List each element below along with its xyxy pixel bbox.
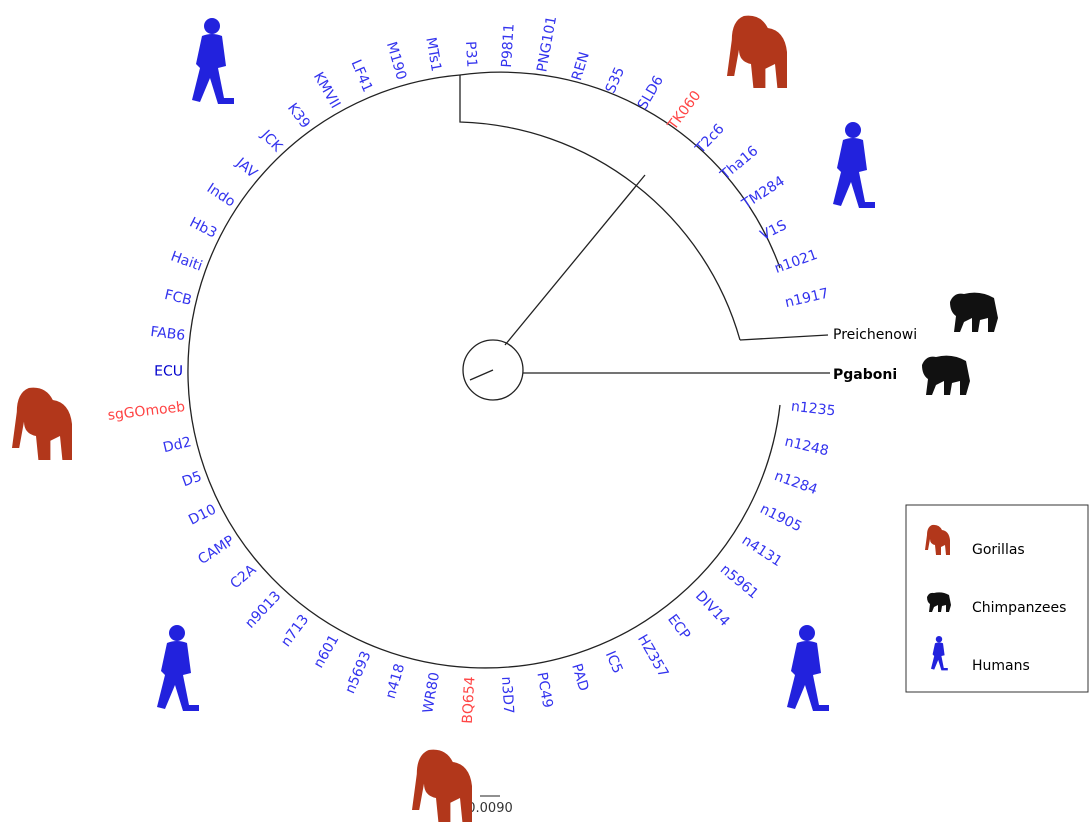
head bbox=[936, 636, 942, 642]
leaf-label: S35 bbox=[603, 65, 628, 96]
leaf-label: KMVII bbox=[310, 69, 343, 111]
leaf-label: M190 bbox=[383, 40, 409, 82]
legend-label: Chimpanzees bbox=[972, 600, 1066, 616]
chimp-icon bbox=[950, 293, 998, 332]
branch bbox=[188, 75, 780, 668]
leaf-label: TK060 bbox=[664, 88, 704, 134]
human-icon bbox=[157, 625, 199, 711]
leaf-label: Hb3 bbox=[187, 215, 219, 242]
leaf-label: n1284 bbox=[772, 468, 819, 498]
leaf-label: LF41 bbox=[348, 57, 376, 94]
scale-label: 0.0090 bbox=[467, 801, 513, 816]
head bbox=[799, 625, 815, 641]
chimp-icon bbox=[922, 356, 970, 395]
leaf-label: n1248 bbox=[783, 434, 830, 460]
leaf-label: T2c6 bbox=[692, 121, 728, 157]
body bbox=[727, 16, 787, 88]
leaf-label: D5 bbox=[180, 469, 204, 491]
body bbox=[950, 293, 998, 332]
leaf-label: PC49 bbox=[533, 671, 555, 709]
body bbox=[192, 34, 234, 104]
leaf-label: BQ654 bbox=[460, 676, 479, 724]
legend-label: Humans bbox=[972, 658, 1030, 674]
leaf-label: FCB bbox=[163, 287, 193, 309]
leaf-label: n3D7 bbox=[498, 676, 516, 714]
leaf-label: HZ357 bbox=[634, 632, 671, 681]
head bbox=[169, 625, 185, 641]
outgroup-label: Pgaboni bbox=[833, 367, 897, 383]
leaf-label: n1235 bbox=[790, 399, 836, 420]
leaf-label: Haiti bbox=[168, 248, 204, 274]
head bbox=[845, 122, 861, 138]
leaf-label: CAMP bbox=[195, 533, 237, 568]
leaf-label: PNG101 bbox=[534, 15, 560, 73]
leaf-label: n4131 bbox=[739, 532, 785, 570]
gorilla-icon bbox=[727, 16, 787, 88]
leaf-label: DIV14 bbox=[692, 588, 733, 630]
gorilla-icon bbox=[12, 388, 72, 460]
leaf-label: ECP bbox=[664, 612, 693, 643]
human-icon bbox=[833, 122, 875, 208]
leaf-label: SLD6 bbox=[635, 73, 667, 113]
leaf-label: n5693 bbox=[342, 649, 374, 696]
body bbox=[833, 138, 875, 208]
leaf-label: n1905 bbox=[757, 501, 804, 535]
legend-label: Gorillas bbox=[972, 542, 1025, 558]
gorilla-icon bbox=[412, 750, 472, 822]
leaf-label: P9811 bbox=[499, 23, 518, 68]
leaf-label: n9013 bbox=[242, 588, 284, 631]
body bbox=[12, 388, 72, 460]
leaf-label: n713 bbox=[278, 612, 312, 650]
body bbox=[787, 641, 829, 711]
human-icon bbox=[787, 625, 829, 711]
leaf-label: D10 bbox=[186, 501, 219, 528]
body bbox=[412, 750, 472, 822]
chimp-icon bbox=[927, 592, 951, 612]
leaf-label: ECU bbox=[154, 363, 183, 379]
leaf-label: P31 bbox=[462, 41, 479, 68]
leaf-label: TM284 bbox=[739, 173, 788, 213]
leaf-label: WR80 bbox=[420, 671, 443, 715]
leaf-label: JAV bbox=[232, 154, 260, 181]
body bbox=[157, 641, 199, 711]
leaf-label: C2A bbox=[227, 562, 259, 593]
leaf-label: n601 bbox=[311, 632, 343, 671]
human-icon bbox=[192, 18, 234, 104]
leaf-label: IC5 bbox=[602, 649, 626, 676]
branch bbox=[470, 370, 493, 380]
outgroup-label: Preichenowi bbox=[833, 327, 917, 343]
leaf-label: Dd2 bbox=[161, 434, 192, 456]
leaf-label: K39 bbox=[284, 100, 313, 131]
tree-diagram: Preichenowi Pgaboni 0.0090 Gorillas Chim… bbox=[0, 0, 1089, 826]
leaf-label: REN bbox=[569, 50, 593, 82]
leaf-label: Tha16 bbox=[717, 143, 762, 184]
branch bbox=[460, 75, 740, 340]
leaf-label: n1917 bbox=[783, 286, 830, 312]
leaf-label: n5961 bbox=[717, 561, 761, 602]
branch bbox=[740, 335, 828, 340]
leaf-label: JCK bbox=[257, 127, 286, 156]
leaf-label: MTs1 bbox=[422, 36, 444, 73]
leaf-label: n1021 bbox=[772, 247, 819, 277]
head bbox=[204, 18, 220, 34]
body bbox=[922, 356, 970, 395]
branch bbox=[505, 175, 645, 345]
leaf-label: sgGOmoeb bbox=[107, 399, 186, 424]
leaf-label: FAB6 bbox=[150, 324, 187, 344]
leaf-label: PAD bbox=[568, 662, 591, 693]
leaf-label: Indo bbox=[204, 180, 238, 210]
leaf-label: V1S bbox=[758, 217, 790, 244]
leaf-label: n418 bbox=[383, 662, 409, 701]
body bbox=[927, 592, 951, 612]
